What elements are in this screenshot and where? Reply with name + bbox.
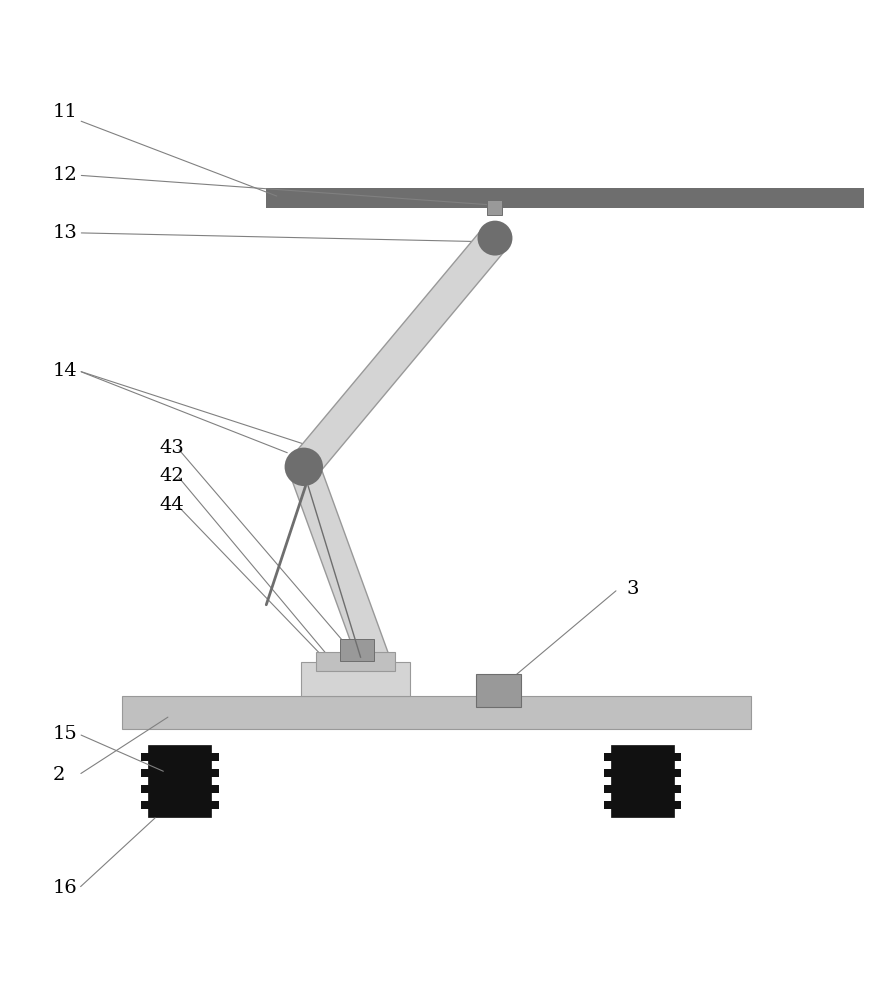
- Bar: [603, 785, 682, 793]
- Text: 13: 13: [52, 224, 77, 242]
- Bar: [603, 753, 682, 761]
- Bar: [611, 745, 674, 817]
- Text: 16: 16: [52, 879, 77, 897]
- Bar: [487, 200, 502, 215]
- Text: 14: 14: [52, 362, 77, 380]
- Text: 12: 12: [52, 166, 77, 184]
- Bar: [266, 188, 864, 208]
- Bar: [316, 652, 395, 671]
- Bar: [603, 769, 682, 777]
- Bar: [148, 745, 211, 817]
- Bar: [141, 785, 219, 793]
- Bar: [340, 639, 374, 661]
- Text: 11: 11: [52, 103, 77, 121]
- Bar: [603, 801, 682, 809]
- Text: 43: 43: [160, 439, 184, 457]
- Bar: [141, 753, 219, 761]
- Text: 3: 3: [627, 580, 639, 598]
- Bar: [122, 696, 751, 729]
- Bar: [476, 674, 521, 707]
- Bar: [141, 801, 219, 809]
- Text: 2: 2: [52, 766, 65, 784]
- Text: 44: 44: [160, 496, 184, 514]
- Text: 15: 15: [52, 725, 77, 743]
- Circle shape: [478, 221, 512, 256]
- Text: 42: 42: [160, 467, 184, 485]
- Polygon shape: [289, 461, 399, 693]
- Polygon shape: [292, 228, 507, 477]
- Bar: [301, 662, 410, 696]
- Circle shape: [285, 448, 323, 486]
- Bar: [141, 769, 219, 777]
